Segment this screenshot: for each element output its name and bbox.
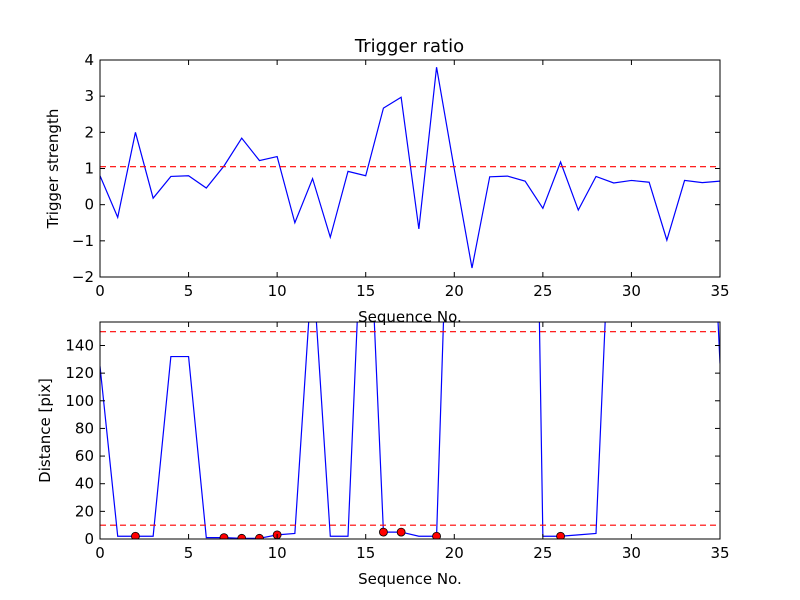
x-tick-label: 25	[533, 544, 552, 562]
axes-frame	[99, 321, 721, 540]
x-tick-label: 0	[95, 282, 105, 300]
x-axis-label: Sequence No.	[358, 308, 462, 326]
y-tick-label: −1	[72, 232, 94, 250]
y-tick-label: 140	[65, 336, 94, 354]
plot-area	[100, 67, 720, 269]
x-tick-label: 10	[268, 544, 287, 562]
distance-chart: 0 5 10 15 20 25 30 35 0 20 40 60 80 100 120 140 Sequenc…	[36, 321, 730, 588]
y-tick-label: 4	[84, 51, 94, 69]
series-line-0	[100, 322, 720, 539]
x-tick-label: 10	[268, 282, 287, 300]
data-point-marker	[131, 531, 140, 539]
tick-labels: 0 5 10 15 20 25 30 35 0 20 40 60 80 100 120 140	[65, 336, 729, 562]
y-tick-label: −2	[72, 268, 94, 286]
x-tick-label: 15	[356, 282, 375, 300]
y-tick-label: 2	[84, 123, 94, 141]
x-axis-label: Sequence No.	[358, 570, 462, 588]
y-tick-label: 40	[75, 475, 94, 493]
x-tick-label: 30	[622, 544, 641, 562]
y-tick-label: 80	[75, 419, 94, 437]
data-point-marker	[556, 531, 565, 539]
x-tick-label: 25	[533, 282, 552, 300]
x-tick-label: 15	[356, 544, 375, 562]
x-tick-label: 35	[710, 282, 729, 300]
x-tick-label: 20	[445, 282, 464, 300]
plot-area	[100, 322, 720, 539]
x-tick-label: 20	[445, 544, 464, 562]
y-tick-label: 60	[75, 447, 94, 465]
chart-title: Trigger ratio	[354, 36, 464, 57]
x-tick-label: 0	[95, 544, 105, 562]
x-tick-label: 35	[710, 544, 729, 562]
data-point-marker	[219, 533, 229, 539]
tick-labels: 0 5 10 15 20 25 30 35 −2 −1 0 1 2 3 4	[72, 51, 730, 300]
x-tick-label: 5	[184, 544, 194, 562]
y-tick-label: 0	[84, 530, 94, 548]
y-axis-label: Distance [pix]	[36, 378, 54, 483]
trigger-ratio-chart: Trigger ratio 0 5 10 15 20 25 30 35 −2 −1 0 1 2 3 4 Se…	[44, 36, 730, 326]
y-tick-label: 20	[75, 502, 94, 520]
series-line-0	[100, 67, 720, 269]
y-tick-label: 120	[65, 364, 94, 382]
y-tick-label: 3	[84, 87, 94, 105]
data-point-marker	[379, 527, 388, 537]
x-tick-label: 30	[622, 282, 641, 300]
y-axis-label: Trigger strength	[44, 109, 62, 230]
y-tick-label: 100	[65, 392, 94, 410]
axes-frame	[99, 59, 721, 278]
y-tick-label: 1	[84, 160, 94, 178]
data-point-marker	[432, 531, 441, 539]
x-tick-label: 5	[184, 282, 194, 300]
data-point-marker	[237, 533, 247, 539]
data-point-marker	[255, 533, 264, 539]
y-tick-label: 0	[84, 196, 94, 214]
data-point-marker	[396, 527, 406, 537]
